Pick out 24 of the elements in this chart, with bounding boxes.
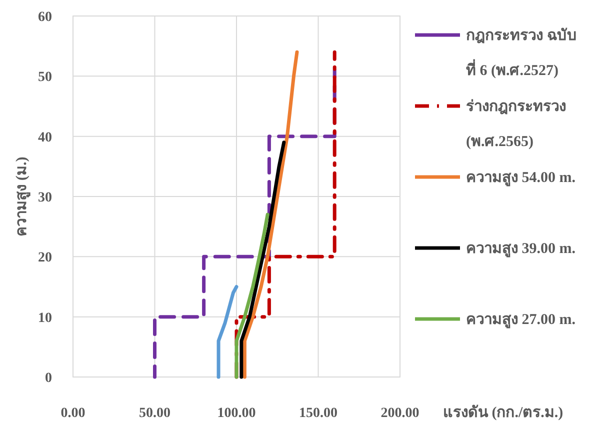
text: ร่างกฎกระทรวง (พ.ศ.2565) (466, 99, 566, 150)
x-tick-label: 200.00 (380, 406, 420, 421)
y-tick-label: 40 (38, 130, 52, 146)
line-series (216, 285, 238, 379)
legend-label: ความสูง 54.00 m. (466, 170, 576, 187)
line-series (153, 68, 336, 379)
y-tick-label: 10 (38, 310, 52, 326)
x-tick-label: 100.00 (217, 406, 256, 421)
line-series (240, 140, 286, 379)
y-tick-label: 30 (38, 190, 52, 206)
x-axis-title: แรงดัน (กก./ตร.ม.) (443, 404, 564, 421)
line-series (242, 50, 299, 379)
x-tick-label: 150.00 (299, 406, 338, 421)
y-tick-label: 60 (38, 10, 52, 25)
y-tick-label: 0 (45, 371, 52, 386)
text: กฎกระทรวง ฉบับ ที่ 6 (พ.ศ.2527) (466, 28, 577, 79)
y-tick-label: 20 (38, 250, 52, 266)
legend-label: ความสูง 39.00 m. (466, 241, 576, 258)
x-tick-label: 50.00 (139, 406, 170, 421)
x-tick-label: 0.00 (60, 406, 86, 421)
line-series (234, 212, 270, 379)
y-axis-title: ความสูง (ม.) (14, 156, 31, 236)
legend-label: ความสูง 27.00 m. (466, 312, 576, 329)
y-tick-label: 50 (38, 70, 52, 86)
